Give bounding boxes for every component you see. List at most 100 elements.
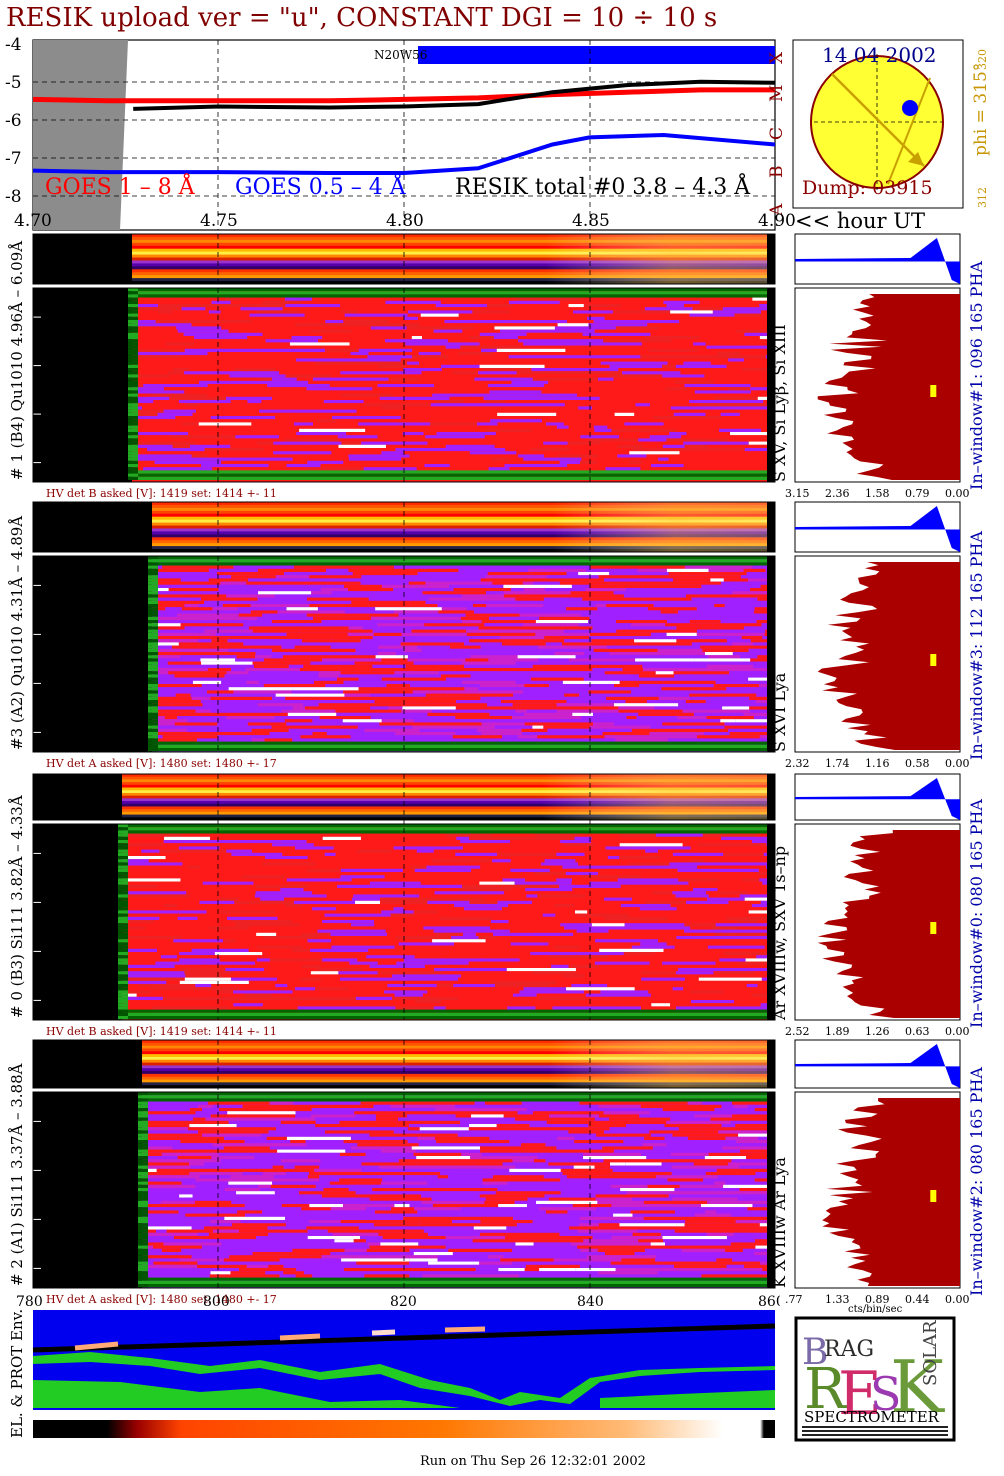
in-window-marker <box>930 922 937 934</box>
channel-panel-2: # 0 (B3) Si111 3.82Å – 4.33Å Ar XVIIIw, S… <box>0 772 1004 1044</box>
x-tick: 860 <box>758 1294 780 1310</box>
logo-bottom-text: SPECTROMETER <box>804 1408 940 1426</box>
x-tick: 800 <box>203 1294 230 1310</box>
run-timestamp: Run on Thu Sep 26 12:32:01 2002 <box>420 1454 646 1469</box>
pha-tick: 2.32 <box>785 757 810 770</box>
page-title: RESIK upload ver = "u", CONSTANT DGI = 1… <box>6 3 718 33</box>
pha-tick: .77 <box>785 1293 803 1306</box>
environment-panel: EL. & PROT Env. <box>8 1309 776 1438</box>
y-tick: -7 <box>5 149 22 169</box>
y-tick: -6 <box>5 111 22 131</box>
x-tick: 4.80 <box>386 211 424 231</box>
pha-spectrum <box>795 1044 960 1088</box>
channel-panel-3: # 2 (A1) Si111 3.37Å – 3.88Å K XVIIIw Ar … <box>0 1038 1004 1312</box>
goes-class-letter: C <box>767 127 787 140</box>
in-window-label: In–window#3: 112 165 PHA <box>967 531 986 760</box>
y-tick: -8 <box>5 187 22 207</box>
goes-class-letter: B <box>767 166 787 179</box>
goes-x-axis: 4.70 4.75 4.80 4.85 4.90 << hour UT <box>14 209 925 233</box>
sun-position-panel: 14 04 2002 Dump: 03915 phi = 315° 320 31… <box>792 39 991 209</box>
x-tick: 4.90 <box>758 211 796 231</box>
goes-class-letter: X <box>767 51 787 64</box>
hv-readout: HV det B asked [V]: 1419 set: 1414 +- 11 <box>46 1025 277 1038</box>
environment-ylabel: EL. & PROT Env. <box>8 1309 26 1438</box>
x-tick: 840 <box>577 1294 604 1310</box>
pha-tick: 1.33 <box>825 1293 850 1306</box>
svg-text:E: E <box>838 1359 882 1429</box>
pha-tick: 1.16 <box>865 757 890 770</box>
channel-line-ids: K XVIIIw Ar Lya <box>770 1157 789 1288</box>
x-tick: 780 <box>16 1294 43 1310</box>
y-tick: -5 <box>5 73 22 93</box>
channel-line-ids: S XV, Si Lyβ, Si XIII <box>770 324 789 482</box>
in-window-marker <box>930 654 937 666</box>
pha-spectrum <box>795 778 960 820</box>
pha-histogram <box>817 562 960 750</box>
phi-top: 320 <box>976 49 989 70</box>
goes-class-letter: A <box>767 203 787 217</box>
channel-heatmap: # 2 (A1) Si111 3.37Å – 3.88Å K XVIIIw Ar … <box>8 1039 986 1306</box>
pha-tick: 2.36 <box>825 487 850 500</box>
pha-tick: 0.58 <box>905 757 930 770</box>
dump-label: Dump: 03915 <box>802 177 933 199</box>
pha-tick: 0.00 <box>945 487 970 500</box>
in-window-label: In–window#1: 096 165 PHA <box>967 261 986 490</box>
channel-ylabel: # 0 (B3) Si111 3.82Å – 4.33Å <box>8 795 26 1018</box>
svg-text:RAG: RAG <box>824 1337 874 1362</box>
region-bar <box>418 46 775 64</box>
pha-tick: 0.44 <box>905 1293 930 1306</box>
pha-tick: 0.89 <box>865 1293 890 1306</box>
pha-tick: 0.00 <box>945 757 970 770</box>
in-window-label: In–window#0: 080 165 PHA <box>967 799 986 1028</box>
series-resik-total <box>133 79 776 111</box>
legend-goes-05-4: GOES 0.5 – 4 Å <box>235 172 407 200</box>
color-scale-bar <box>33 1420 775 1438</box>
pha-tick: 2.52 <box>785 1025 810 1038</box>
hv-readout: HV det A asked [V]: 1480 set: 1480 +- 17 <box>46 1293 277 1306</box>
channel-ylabel: #3 (A2) Qu1010 4.31Å – 4.89Å <box>8 516 26 750</box>
pha-unit-label: cts/bin/sec <box>848 1304 903 1315</box>
wavelength-x-axis: 780 800 820 840 860 <box>16 1294 780 1310</box>
channel-line-ids: S XVI Lya <box>770 672 789 752</box>
pha-tick: 0.00 <box>945 1025 970 1038</box>
channel-heatmap: #3 (A2) Qu1010 4.31Å – 4.89Å S XVI Lya HV … <box>8 501 986 770</box>
legend-goes-1-8: GOES 1 – 8 Å <box>45 172 196 200</box>
hv-readout: HV det A asked [V]: 1480 set: 1480 +- 17 <box>46 757 277 770</box>
pha-tick: 1.89 <box>825 1025 850 1038</box>
pha-tick: 1.74 <box>825 757 850 770</box>
data-gap-shading <box>33 40 128 230</box>
pha-histogram <box>822 1098 960 1286</box>
active-region-marker <box>902 100 918 116</box>
pha-tick: 0.79 <box>905 487 930 500</box>
channel-panel-1: #3 (A2) Qu1010 4.31Å – 4.89Å S XVI Lya HV … <box>0 500 1004 776</box>
channel-ylabel: # 1 (B4) Qu1010 4.96Å – 6.09Å <box>8 241 26 480</box>
svg-text:K: K <box>890 1345 945 1429</box>
phi-bottom: 312 <box>976 187 989 208</box>
channel-heatmap: # 0 (B3) Si111 3.82Å – 4.33Å Ar XVIIIw, S… <box>8 773 986 1038</box>
channel-ylabel: # 2 (A1) Si111 3.37Å – 3.88Å <box>8 1063 26 1286</box>
resik-logo: B RAG R E S K SOLAR SPECTROMETER <box>794 1316 956 1442</box>
pha-histogram <box>817 294 960 480</box>
y-tick: -4 <box>5 35 22 55</box>
pha-tick: 1.26 <box>865 1025 890 1038</box>
phi-angle: phi = 315° <box>971 63 991 156</box>
svg-text:SOLAR: SOLAR <box>920 1320 941 1386</box>
channel-line-ids: Ar XVIIIw, SXV 1s–np <box>770 846 789 1021</box>
pha-spectrum <box>795 506 960 552</box>
series-goes-1-8 <box>32 87 775 104</box>
in-window-marker <box>930 1190 937 1202</box>
x-tick: 4.75 <box>200 211 238 231</box>
hv-readout: HV det B asked [V]: 1419 set: 1414 +- 11 <box>46 487 277 500</box>
x-tick: 4.70 <box>14 211 52 231</box>
x-tick: 820 <box>390 1294 417 1310</box>
in-window-marker <box>930 385 937 397</box>
channel-heatmap: # 1 (B4) Qu1010 4.96Å – 6.09Å S XV, Si Ly… <box>8 233 986 500</box>
pha-tick: 0.63 <box>905 1025 930 1038</box>
svg-text:S: S <box>870 1367 902 1421</box>
goes-lightcurve-chart: N20W56 -4 -5 -6 -7 -8 GOES 1 – 8 Å GOES … <box>5 35 787 231</box>
pha-tick: 0.00 <box>945 1293 970 1306</box>
region-label: N20W56 <box>374 48 427 62</box>
channel-panel-0: # 1 (B4) Qu1010 4.96Å – 6.09Å S XV, Si Ly… <box>0 232 1004 506</box>
pha-tick: 3.15 <box>785 487 810 500</box>
